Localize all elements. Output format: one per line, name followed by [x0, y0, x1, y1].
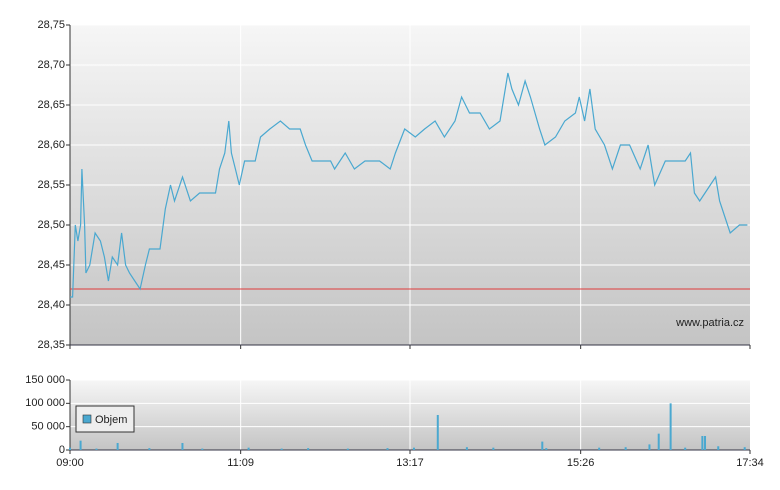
- y-tick-label: 28,45: [37, 259, 65, 271]
- x-tick-label: 09:00: [56, 457, 84, 469]
- y-tick-label: 28,75: [37, 19, 65, 31]
- volume-bar: [669, 403, 672, 450]
- y-tick-label: 28,70: [37, 59, 65, 71]
- volume-bar: [492, 447, 495, 450]
- volume-bar: [116, 443, 119, 450]
- volume-bar: [346, 448, 349, 450]
- y-tick-label: 0: [59, 444, 65, 456]
- volume-bar: [280, 448, 283, 450]
- volume-bar: [465, 447, 468, 450]
- y-tick-label: 28,60: [37, 139, 65, 151]
- x-tick-label: 15:26: [567, 457, 595, 469]
- volume-bar: [648, 444, 651, 450]
- legend-swatch: [82, 414, 92, 424]
- volume-bar: [247, 447, 250, 450]
- x-tick-label: 17:34: [736, 457, 764, 469]
- y-tick-label: 28,55: [37, 179, 65, 191]
- volume-bar: [412, 447, 415, 450]
- volume-bar: [717, 446, 720, 450]
- volume-bar: [624, 447, 627, 450]
- volume-bar: [436, 415, 439, 450]
- volume-bar: [307, 448, 310, 450]
- volume-bar: [704, 436, 707, 450]
- y-tick-label: 150 000: [25, 374, 65, 386]
- volume-bar: [743, 447, 746, 450]
- price-line: [70, 72, 748, 298]
- volume-bar: [657, 433, 660, 450]
- volume-bar: [181, 443, 184, 450]
- volume-bar: [684, 447, 687, 450]
- volume-bar: [95, 448, 98, 450]
- volume-bar: [541, 441, 544, 450]
- legend-label: Objem: [95, 414, 127, 426]
- y-tick-label: 100 000: [25, 397, 65, 409]
- volume-bar: [201, 448, 204, 450]
- volume-bar: [598, 447, 601, 450]
- volume-bar: [148, 448, 151, 450]
- volume-bar: [701, 436, 704, 450]
- volume-bar: [79, 440, 82, 450]
- watermark: www.patria.cz: [675, 317, 744, 329]
- y-tick-label: 28,40: [37, 299, 65, 311]
- volume-bar: [386, 448, 389, 450]
- y-tick-label: 28,50: [37, 219, 65, 231]
- y-tick-label: 28,35: [37, 339, 65, 351]
- x-tick-label: 11:09: [227, 457, 254, 469]
- volume-bar: [545, 448, 548, 450]
- volume-bar: [69, 447, 71, 450]
- x-tick-label: 13:17: [396, 457, 424, 469]
- y-tick-label: 50 000: [31, 421, 65, 433]
- y-tick-label: 28,65: [37, 99, 65, 111]
